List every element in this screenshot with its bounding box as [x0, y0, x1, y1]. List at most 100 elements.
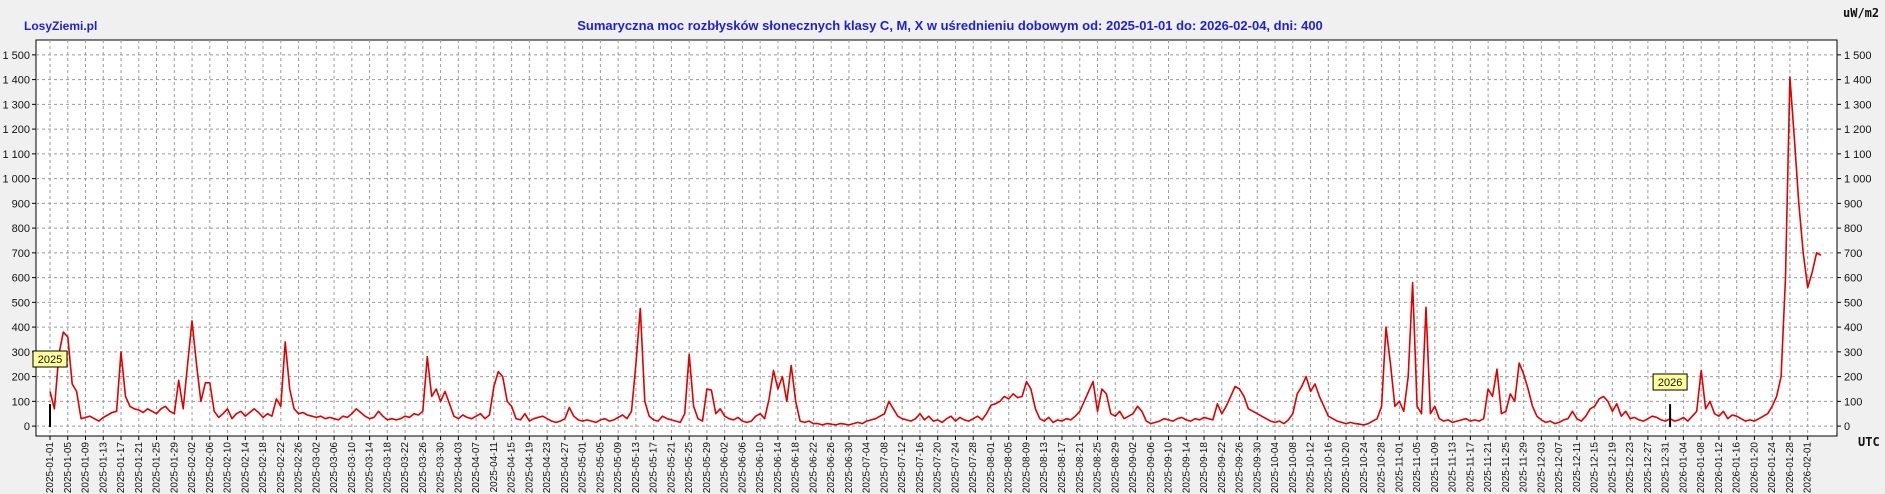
x-tick-label: 2025-09-26 — [1235, 442, 1246, 494]
y-tick-label-right: 500 — [1844, 297, 1862, 309]
x-tick-label: 2025-11-13 — [1448, 442, 1459, 493]
y-tick-label: 1 200 — [2, 124, 30, 136]
x-tick-label: 2025-07-16 — [915, 442, 926, 494]
x-tick-label: 2025-12-31 — [1661, 442, 1672, 494]
x-tick-label: 2025-01-29 — [169, 442, 180, 494]
x-tick-label: 2025-12-15 — [1590, 442, 1601, 494]
x-tick-label: 2025-01-05 — [63, 442, 74, 494]
x-tick-label: 2025-04-27 — [560, 442, 571, 494]
x-tick-label: 2025-10-16 — [1323, 442, 1334, 494]
x-tick-label: 2025-11-17 — [1465, 442, 1476, 493]
x-tick-label: 2025-10-20 — [1341, 442, 1352, 494]
year-marker-label: 2025 — [38, 354, 62, 366]
y-tick-label-right: 1 400 — [1844, 75, 1872, 87]
x-tick-label: 2025-04-19 — [524, 442, 535, 494]
x-tick-label: 2025-05-05 — [595, 442, 606, 494]
y-tick-label: 1 100 — [2, 149, 30, 161]
x-tick-label: 2025-01-01 — [45, 442, 56, 494]
y-tick-label: 0 — [24, 421, 30, 433]
brand-logo[interactable]: LosyZiemi.pl — [24, 19, 97, 33]
y-tick-label: 400 — [12, 322, 30, 334]
annotations: 2025 2026 — [32, 350, 1688, 428]
x-tick-label: 2025-03-26 — [418, 442, 429, 494]
x-tick-label: 2025-05-21 — [666, 442, 677, 494]
x-tick-label: 2026-01-20 — [1749, 442, 1760, 494]
x-tick-label: 2026-02-01 — [1803, 442, 1814, 494]
y-tick-label-right: 100 — [1844, 396, 1862, 408]
x-tick-label: 2025-08-09 — [1021, 442, 1032, 494]
x-tick-label: 2025-08-01 — [986, 442, 997, 494]
y-tick-label-right: 300 — [1844, 347, 1862, 359]
y-tick-label-right: 1 000 — [1844, 174, 1872, 186]
x-tick-label: 2025-08-05 — [1004, 442, 1015, 494]
x-tick-label: 2025-08-29 — [1110, 442, 1121, 494]
x-tick-label: 2025-10-12 — [1306, 442, 1317, 494]
x-tick-label: 2025-06-06 — [737, 442, 748, 494]
x-tick-label: 2025-02-26 — [294, 442, 305, 494]
year-marker-box — [32, 350, 68, 368]
y-tick-label-right: 1 500 — [1844, 50, 1872, 62]
x-tick-label: 2025-11-21 — [1483, 442, 1494, 493]
x-tick-label: 2025-09-06 — [1146, 442, 1157, 494]
x-tick-label: 2025-05-13 — [631, 442, 642, 494]
x-tick-label: 2025-04-11 — [489, 442, 500, 493]
x-tick-label: 2025-06-02 — [720, 442, 731, 494]
y-axis-left: 0 100 200 300 400 500 600 700 800 900 1 000 1 100 1 … — [2, 50, 36, 433]
y-tick-label-right: 200 — [1844, 372, 1862, 384]
x-tick-label: 2025-05-25 — [684, 442, 695, 494]
x-tick-label: 2026-01-24 — [1767, 442, 1778, 494]
x-tick-label: 2025-05-17 — [649, 442, 660, 494]
x-tick-label: 2025-03-30 — [436, 442, 447, 494]
y-tick-label-right: 900 — [1844, 198, 1862, 210]
x-tick-label: 2025-04-07 — [471, 442, 482, 494]
x-tick-label: 2025-12-19 — [1607, 442, 1618, 494]
x-tick-label: 2025-12-23 — [1625, 442, 1636, 494]
x-tick-label: 2025-09-30 — [1252, 442, 1263, 494]
y-tick-label: 200 — [12, 372, 30, 384]
x-tick-label: 2025-10-04 — [1270, 442, 1281, 494]
x-tick-label: 2025-01-09 — [81, 442, 92, 494]
x-tick-label: 2025-11-09 — [1430, 442, 1441, 493]
x-tick-label: 2025-07-24 — [950, 442, 961, 494]
y-tick-label: 500 — [12, 297, 30, 309]
x-tick-label: 2025-03-18 — [382, 442, 393, 494]
x-tick-label: 2025-08-25 — [1093, 442, 1104, 494]
x-tick-label: 2025-12-03 — [1536, 442, 1547, 494]
x-tick-label: 2025-03-10 — [347, 442, 358, 494]
x-tick-label: 2025-06-10 — [755, 442, 766, 494]
y-tick-label: 1 400 — [2, 75, 30, 87]
utc-label: UTC — [1858, 435, 1880, 449]
x-tick-label: 2025-05-29 — [702, 442, 713, 494]
x-tick-label: 2025-11-25 — [1501, 442, 1512, 493]
y-tick-label: 800 — [12, 223, 30, 235]
y-tick-label: 900 — [12, 198, 30, 210]
x-axis: 2025-01-01 2025-01-05 2025-01-09 2025-01-13… — [45, 436, 1814, 493]
series-layer — [49, 76, 1822, 426]
x-tick-label: 2025-05-01 — [578, 442, 589, 494]
x-tick-label: 2025-11-01 — [1394, 442, 1405, 493]
x-tick-label: 2025-06-14 — [773, 442, 784, 494]
x-tick-label: 2025-09-18 — [1199, 442, 1210, 494]
x-tick-label: 2025-02-06 — [205, 442, 216, 494]
x-tick-label: 2025-06-18 — [791, 442, 802, 494]
chart-title: Sumaryczna moc rozbłysków słonecznych kl… — [577, 18, 1323, 33]
y-tick-label-right: 600 — [1844, 273, 1862, 285]
y-tick-label-right: 400 — [1844, 322, 1862, 334]
y-tick-label: 100 — [12, 396, 30, 408]
x-tick-label: 2025-08-21 — [1075, 442, 1086, 494]
x-tick-label: 2026-01-08 — [1696, 442, 1707, 494]
x-tick-label: 2025-08-13 — [1039, 442, 1050, 494]
x-tick-label: 2025-09-22 — [1217, 442, 1228, 494]
year-marker-label: 2026 — [1658, 377, 1682, 389]
x-tick-label: 2025-03-22 — [400, 442, 411, 494]
x-tick-label: 2025-09-02 — [1128, 442, 1139, 494]
x-tick-label: 2025-02-14 — [240, 442, 251, 494]
y-tick-label-right: 1 300 — [1844, 99, 1872, 111]
x-tick-label: 2025-09-10 — [1164, 442, 1175, 494]
x-tick-label: 2025-02-10 — [223, 442, 234, 494]
y-tick-label: 700 — [12, 248, 30, 260]
y-tick-label-right: 700 — [1844, 248, 1862, 260]
x-tick-label: 2025-07-12 — [897, 442, 908, 494]
x-tick-label: 2025-02-02 — [187, 442, 198, 494]
